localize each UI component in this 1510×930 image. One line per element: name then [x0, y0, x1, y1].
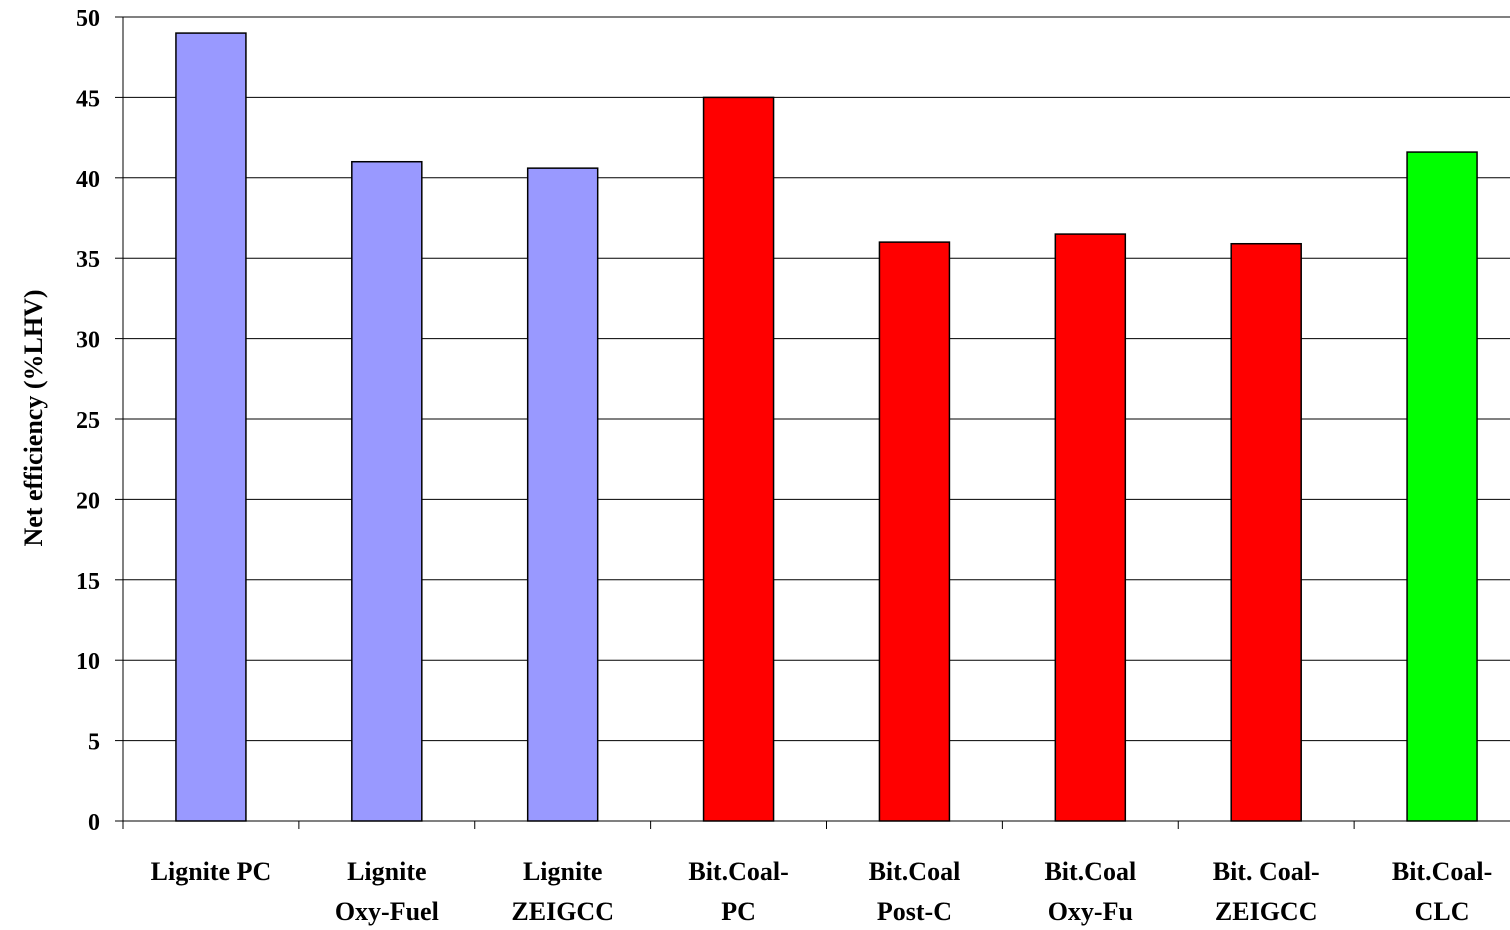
x-category-label: Bit.Coal- — [1392, 857, 1492, 886]
bar — [702, 96, 775, 822]
y-tick-label: 35 — [76, 247, 100, 273]
x-category-label: Bit.Coal- — [688, 857, 788, 886]
y-tick-label: 45 — [76, 86, 100, 112]
x-category-label: Oxy-Fuel — [335, 897, 439, 926]
bar — [1230, 242, 1302, 822]
x-category-label: Bit.Coal — [869, 857, 961, 886]
bar — [1406, 151, 1478, 822]
x-category-label: Post-C — [877, 897, 952, 926]
y-tick-label: 40 — [76, 167, 100, 193]
x-category-label: PC — [721, 897, 756, 926]
y-tick-label: 15 — [76, 569, 100, 595]
x-category-label: Bit.Coal — [1044, 857, 1136, 886]
bar — [526, 167, 599, 822]
y-tick-label: 5 — [88, 730, 100, 756]
x-category-label: Lignite — [347, 857, 426, 886]
bar — [175, 32, 247, 822]
bar — [878, 241, 951, 822]
bars — [175, 32, 1478, 822]
y-tick-label: 30 — [76, 328, 100, 354]
x-category-label: Lignite — [523, 857, 602, 886]
x-category-label: Lignite PC — [151, 857, 272, 886]
y-tick-labels: 0 5 10 15 20 25 30 35 40 45 50 — [76, 6, 100, 836]
x-category-label: ZEIGCC — [511, 897, 614, 926]
bar — [1054, 233, 1127, 822]
y-tick-label: 25 — [76, 408, 100, 434]
y-axis-title: Net efficiency (%LHV) — [19, 289, 48, 546]
y-tick-label: 20 — [76, 488, 100, 514]
bar — [351, 160, 423, 822]
x-category-labels: Lignite PC Lignite Oxy-Fuel Lignite ZEIGCC Bi… — [151, 857, 1493, 926]
x-category-label: ZEIGCC — [1215, 897, 1318, 926]
axes — [115, 16, 1510, 829]
y-tick-label: 50 — [76, 6, 100, 32]
y-tick-label: 0 — [88, 810, 100, 836]
gridlines — [123, 16, 1510, 742]
y-tick-label: 10 — [76, 649, 100, 675]
x-category-label: Oxy-Fu — [1048, 897, 1133, 926]
x-category-label: CLC — [1415, 897, 1470, 926]
x-category-label: Bit. Coal- — [1213, 857, 1320, 886]
